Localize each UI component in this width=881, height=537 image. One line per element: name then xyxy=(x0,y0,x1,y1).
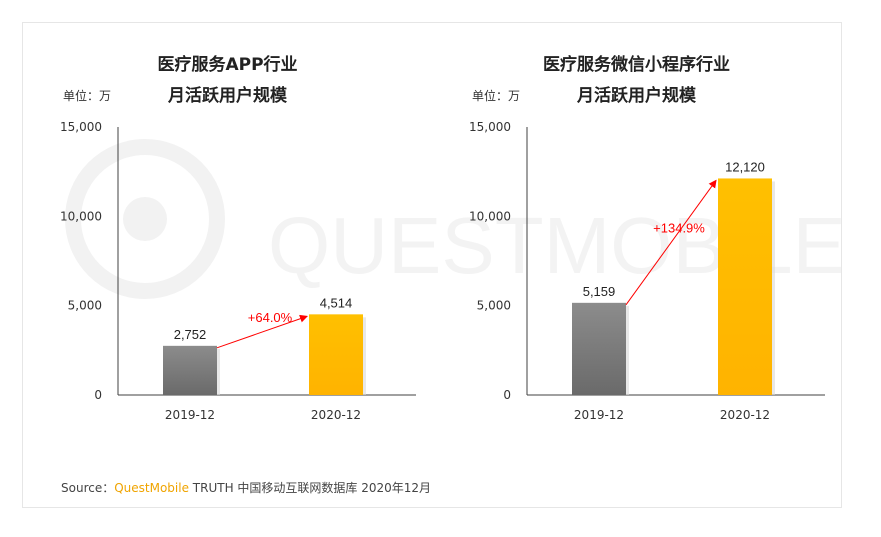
growth-arrow xyxy=(216,314,308,349)
x-tick-label: 2020-12 xyxy=(720,408,770,422)
data-label: 4,514 xyxy=(320,295,353,310)
report-frame: QUESTMOBILE 医疗服务APP行业 月活跃用户规模 单位：万 0 5,00… xyxy=(22,22,842,508)
chart-svg-app: 0 5,000 10,000 15,000 2,752 2019-12 4,514 2020-… xyxy=(60,120,416,422)
chart-title-line1: 医疗服务微信小程序行业 xyxy=(543,55,730,75)
chart-panel-miniprogram: 医疗服务微信小程序行业 月活跃用户规模 单位：万 0 5,000 10,000 15,… xyxy=(432,23,841,507)
watermark-logo-ring xyxy=(65,139,225,299)
growth-label: +134.9% xyxy=(653,221,705,236)
chart-title-line1: 医疗服务APP行业 xyxy=(157,55,298,75)
x-tick-label: 2019-12 xyxy=(165,408,215,422)
chart-title-line2: 月活跃用户规模 xyxy=(168,86,287,106)
growth-label: +64.0% xyxy=(248,310,293,325)
source-note: Source：QuestMobile TRUTH 中国移动互联网数据库 2020… xyxy=(61,479,431,496)
y-tick-label: 0 xyxy=(94,388,102,402)
data-label: 2,752 xyxy=(174,327,207,342)
unit-label: 单位：万 xyxy=(472,89,521,103)
watermark-logo-dot xyxy=(123,197,167,241)
chart-title-line2: 月活跃用户规模 xyxy=(577,86,696,106)
bar xyxy=(572,302,626,395)
chart-svg-miniprogram: 0 5,000 10,000 15,000 5,159 2019-12 12,120 2020… xyxy=(469,120,825,422)
bar xyxy=(163,345,217,395)
y-tick-label: 10,000 xyxy=(60,209,102,223)
bar xyxy=(309,314,363,395)
y-tick-label: 5,000 xyxy=(477,299,511,313)
y-tick-label: 5,000 xyxy=(68,299,102,313)
x-tick-label: 2019-12 xyxy=(574,408,624,422)
chart-panel-app: 医疗服务APP行业 月活跃用户规模 单位：万 0 5,000 10,000 15,00… xyxy=(23,23,432,507)
source-prefix: Source： xyxy=(61,481,115,495)
data-label: 12,120 xyxy=(725,159,765,174)
y-tick-label: 0 xyxy=(503,388,511,402)
bar xyxy=(718,178,772,395)
y-tick-label: 10,000 xyxy=(469,209,511,223)
growth-arrow xyxy=(625,179,717,306)
y-tick-label: 15,000 xyxy=(60,120,102,134)
source-brand: QuestMobile xyxy=(114,481,189,495)
source-detail: TRUTH 中国移动互联网数据库 2020年12月 xyxy=(188,481,432,495)
data-label: 5,159 xyxy=(583,284,616,299)
y-tick-label: 15,000 xyxy=(469,120,511,134)
unit-label: 单位：万 xyxy=(63,89,112,103)
x-tick-label: 2020-12 xyxy=(311,408,361,422)
